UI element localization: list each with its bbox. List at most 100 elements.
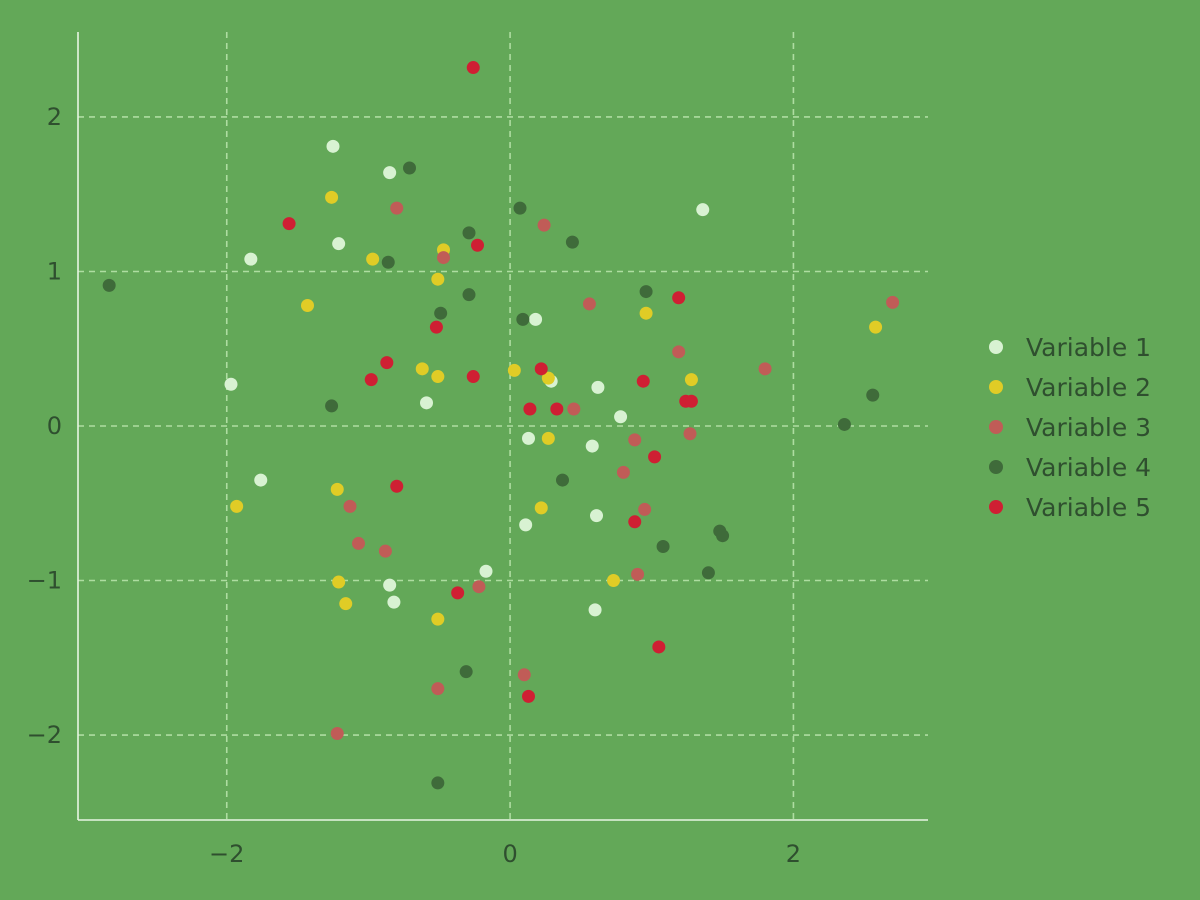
x-tick-label: −2: [209, 840, 244, 868]
legend-item: Variable 2: [989, 373, 1151, 402]
x-tick-label: 0: [502, 840, 517, 868]
data-point: [550, 402, 564, 416]
data-point: [631, 567, 645, 581]
data-point: [638, 502, 652, 516]
data-point: [517, 668, 531, 682]
data-point: [472, 580, 486, 594]
data-point: [866, 388, 880, 402]
data-point: [537, 218, 551, 232]
data-point: [534, 362, 548, 376]
data-point: [479, 564, 493, 578]
legend-marker: [989, 380, 1003, 394]
data-point: [716, 529, 730, 543]
data-point: [534, 501, 548, 515]
legend-item: Variable 4: [989, 453, 1151, 482]
data-point: [519, 518, 533, 532]
data-point: [590, 509, 603, 523]
legend-label: Variable 1: [1026, 333, 1151, 362]
data-point: [459, 665, 473, 679]
data-point: [282, 217, 296, 231]
data-point: [330, 726, 344, 740]
legend-label: Variable 2: [1026, 373, 1151, 402]
series-4: [102, 161, 880, 790]
x-tick-label: 2: [786, 840, 801, 868]
data-point: [383, 166, 397, 180]
legend-item: Variable 5: [989, 493, 1151, 522]
legend-item: Variable 3: [989, 413, 1151, 442]
data-point: [343, 499, 357, 513]
data-point: [462, 288, 476, 302]
data-point: [639, 285, 653, 299]
data-point: [567, 402, 581, 416]
data-point: [684, 373, 698, 387]
data-point: [301, 298, 314, 312]
y-tick-label: 1: [47, 257, 62, 285]
data-point: [513, 201, 527, 215]
data-point: [254, 473, 268, 487]
data-point: [332, 575, 346, 589]
data-point: [837, 417, 851, 431]
data-point: [471, 238, 484, 252]
data-point: [364, 373, 378, 387]
data-point: [607, 574, 620, 588]
data-point: [648, 450, 662, 464]
data-point: [431, 776, 445, 790]
data-point: [886, 295, 900, 309]
data-point: [565, 235, 579, 249]
data-point: [522, 431, 535, 445]
data-point: [672, 345, 686, 359]
legend-item: Variable 1: [989, 333, 1151, 362]
data-point: [522, 689, 535, 703]
data-point: [390, 201, 404, 215]
series-5: [282, 61, 698, 703]
data-point: [701, 566, 715, 580]
data-point: [466, 61, 480, 75]
data-point: [588, 603, 602, 617]
data-point: [339, 597, 353, 611]
data-point: [466, 370, 480, 384]
series-3: [330, 201, 900, 740]
data-point: [636, 374, 650, 388]
data-point: [507, 363, 521, 377]
data-point: [420, 396, 433, 410]
data-point: [556, 473, 569, 487]
data-point: [591, 380, 605, 394]
data-point: [616, 465, 630, 479]
data-point: [224, 377, 238, 391]
y-tick-label: 0: [47, 412, 62, 440]
data-point: [102, 278, 116, 292]
data-point: [672, 291, 686, 305]
data-point: [403, 161, 416, 175]
data-point: [431, 682, 445, 696]
data-point: [383, 578, 397, 592]
data-point: [326, 139, 340, 153]
axes: [77, 32, 928, 821]
tick-labels: −2 0 2 −2 −1 0 1 2: [27, 103, 801, 868]
data-point: [434, 306, 448, 320]
data-point: [529, 312, 543, 326]
data-point: [541, 431, 555, 445]
y-tick-label: −2: [27, 721, 62, 749]
data-point: [462, 226, 476, 240]
legend-marker: [989, 500, 1003, 514]
data-point: [683, 427, 697, 441]
data-point: [325, 190, 339, 204]
data-point: [352, 536, 365, 550]
data-point: [330, 482, 344, 496]
data-point: [244, 252, 258, 266]
legend-label: Variable 4: [1026, 453, 1151, 482]
data-point: [585, 439, 599, 453]
data-point: [429, 320, 443, 334]
data-point: [639, 306, 653, 320]
data-point: [684, 394, 698, 408]
data-point: [437, 251, 450, 265]
legend-marker: [989, 340, 1003, 354]
data-point: [431, 370, 445, 384]
data-point: [451, 586, 465, 600]
data-point: [869, 320, 883, 334]
y-tick-label: 2: [47, 103, 62, 131]
data-point: [758, 362, 772, 376]
data-point: [541, 371, 555, 385]
legend-marker: [989, 460, 1003, 474]
